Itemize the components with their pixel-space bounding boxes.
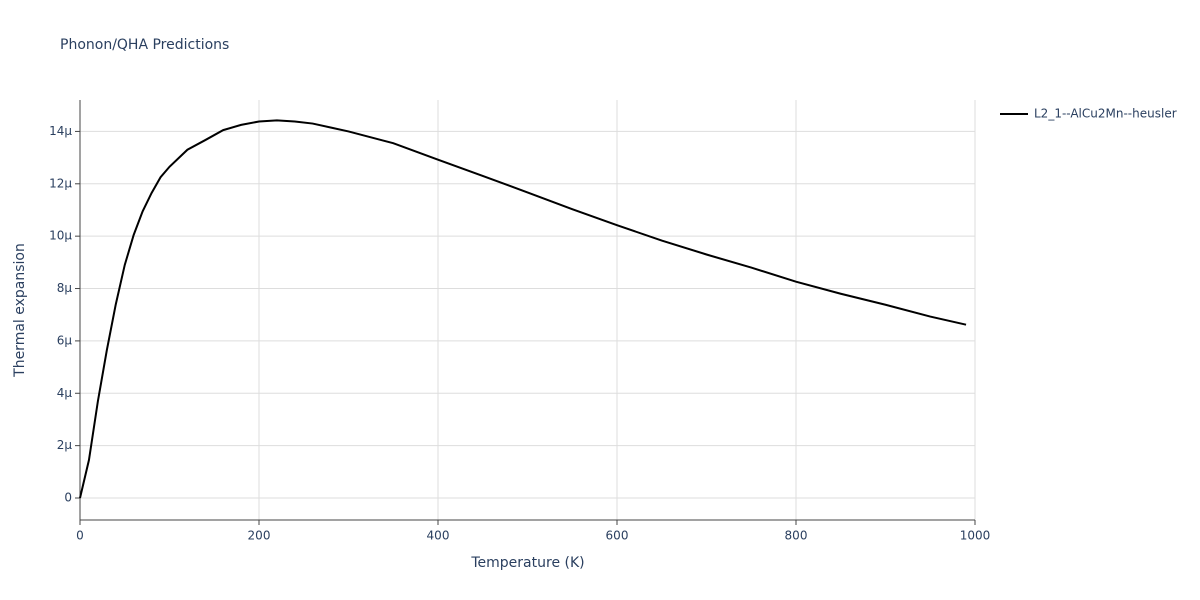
x-tick-label: 0 [76, 529, 84, 543]
x-tick-label: 600 [606, 529, 629, 543]
y-tick-label: 8μ [57, 281, 73, 295]
y-tick-label: 12μ [49, 176, 72, 190]
chart-title: Phonon/QHA Predictions [60, 37, 229, 53]
y-tick-label: 10μ [49, 229, 72, 243]
data-line [79, 119, 967, 499]
y-tick-label: 14μ [49, 124, 72, 138]
y-tick-label: 0 [64, 491, 72, 505]
y-axis-title: Thermal expansion [12, 243, 28, 378]
y-tick-label: 4μ [57, 386, 73, 400]
x-tick-label: 400 [427, 529, 450, 543]
x-tick-label: 1000 [960, 529, 991, 543]
legend-label: L2_1--AlCu2Mn--heusler [1034, 107, 1177, 121]
x-tick-label: 200 [248, 529, 271, 543]
y-tick-label: 2μ [57, 438, 73, 452]
x-axis-title: Temperature (K) [470, 555, 584, 571]
x-tick-label: 800 [785, 529, 808, 543]
y-tick-label: 6μ [57, 333, 73, 347]
